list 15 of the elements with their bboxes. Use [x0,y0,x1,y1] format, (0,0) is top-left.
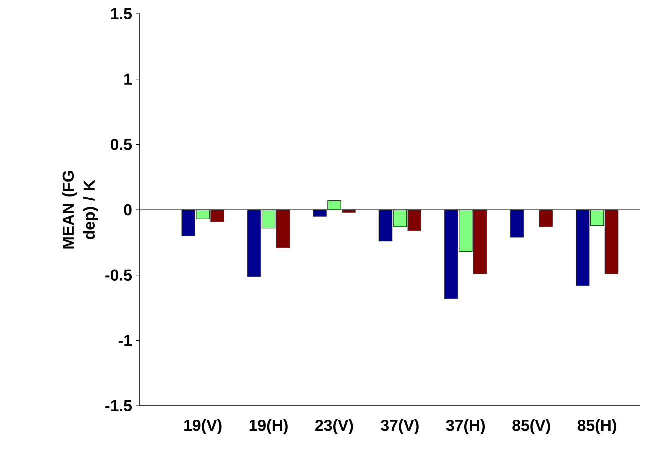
y-tick-label: 1.5 [111,8,132,20]
y-axis-title: MEAN (FG dep) / K [62,171,98,249]
y-tick-label: 0 [124,204,132,216]
y-tick-label: -1.5 [106,400,132,412]
x-tick-label: 19(H) [250,420,288,434]
y-tick-label: 1 [124,74,132,85]
x-tick-label: 85(V) [512,420,550,434]
x-tick-label: 23(V) [316,420,354,434]
y-tick-label: -0.5 [106,270,132,281]
y-tick-label: -1 [118,335,132,346]
x-tick-label: 37(H) [446,420,486,434]
y-tick-label: 0.5 [110,139,132,150]
x-tick-label: 37(V) [381,420,419,434]
x-tick-label: 85(H) [578,420,616,434]
x-tick-label: 19(V) [184,420,222,434]
